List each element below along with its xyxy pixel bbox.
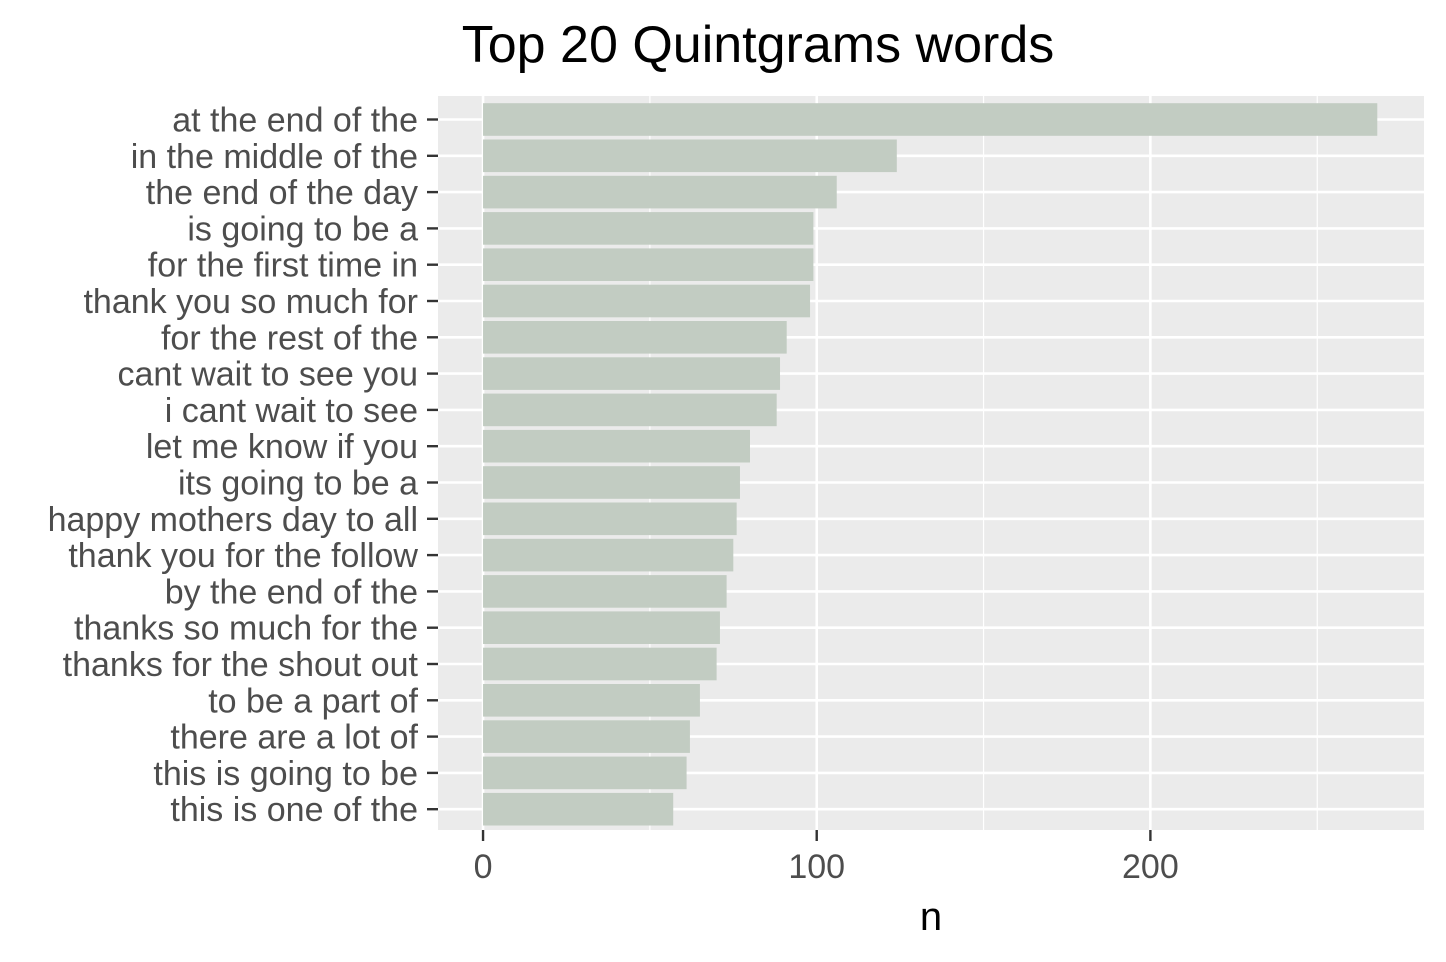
bar <box>483 212 814 245</box>
bar <box>483 538 734 572</box>
y-tick-label: thank you for the follow <box>68 537 418 575</box>
y-tick-label: this is going to be <box>153 755 418 793</box>
y-tick-label: for the rest of the <box>161 319 418 357</box>
y-tick-label: this is one of the <box>170 791 418 829</box>
bar <box>483 611 720 644</box>
bar <box>483 393 777 427</box>
bar <box>483 175 837 209</box>
x-tick-label: 200 <box>1122 848 1179 886</box>
y-tick-label: to be a part of <box>208 682 418 720</box>
bar <box>483 248 814 281</box>
y-tick-label: thanks so much for the <box>74 610 418 648</box>
bar <box>483 502 737 536</box>
bar <box>483 720 690 753</box>
bar <box>483 139 897 173</box>
y-tick-label: happy mothers day to all <box>48 501 418 539</box>
x-tick-label: 100 <box>788 848 845 886</box>
bar <box>483 575 727 608</box>
bar <box>483 647 717 681</box>
y-tick-label: i cant wait to see <box>165 392 418 430</box>
x-axis-title: n <box>920 895 942 939</box>
bar <box>483 103 1378 136</box>
y-tick-label: let me know if you <box>146 428 418 466</box>
y-tick-label: there are a lot of <box>170 719 418 757</box>
bar-layer <box>483 103 1378 826</box>
y-tick-label: the end of the day <box>146 174 418 212</box>
bar <box>483 357 781 390</box>
y-tick-label: its going to be a <box>178 465 418 503</box>
y-tick-label: by the end of the <box>165 573 418 611</box>
bar <box>483 792 674 826</box>
x-tick-label: 0 <box>474 848 493 886</box>
y-tick-label: thanks for the shout out <box>63 646 419 684</box>
bar <box>483 756 687 790</box>
y-tick-label: in the middle of the <box>131 138 418 176</box>
y-tick-label: for the first time in <box>148 247 418 285</box>
y-tick-label: thank you so much for <box>83 283 418 321</box>
bar <box>483 466 740 499</box>
y-tick-label: is going to be a <box>187 210 418 248</box>
bar <box>483 284 811 318</box>
bar <box>483 684 700 717</box>
y-tick-label: cant wait to see you <box>117 356 418 394</box>
bar <box>483 429 750 463</box>
chart-title: Top 20 Quintgrams words <box>462 16 1055 74</box>
bar <box>483 321 787 354</box>
y-tick-label: at the end of the <box>172 102 418 140</box>
